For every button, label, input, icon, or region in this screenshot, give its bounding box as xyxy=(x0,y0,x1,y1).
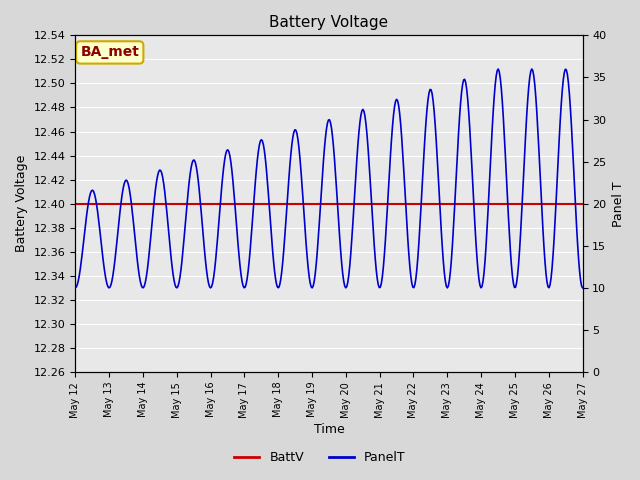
Y-axis label: Battery Voltage: Battery Voltage xyxy=(15,155,28,252)
Legend: BattV, PanelT: BattV, PanelT xyxy=(229,446,411,469)
X-axis label: Time: Time xyxy=(314,423,344,436)
Y-axis label: Panel T: Panel T xyxy=(612,181,625,227)
Title: Battery Voltage: Battery Voltage xyxy=(269,15,388,30)
Text: BA_met: BA_met xyxy=(81,46,140,60)
